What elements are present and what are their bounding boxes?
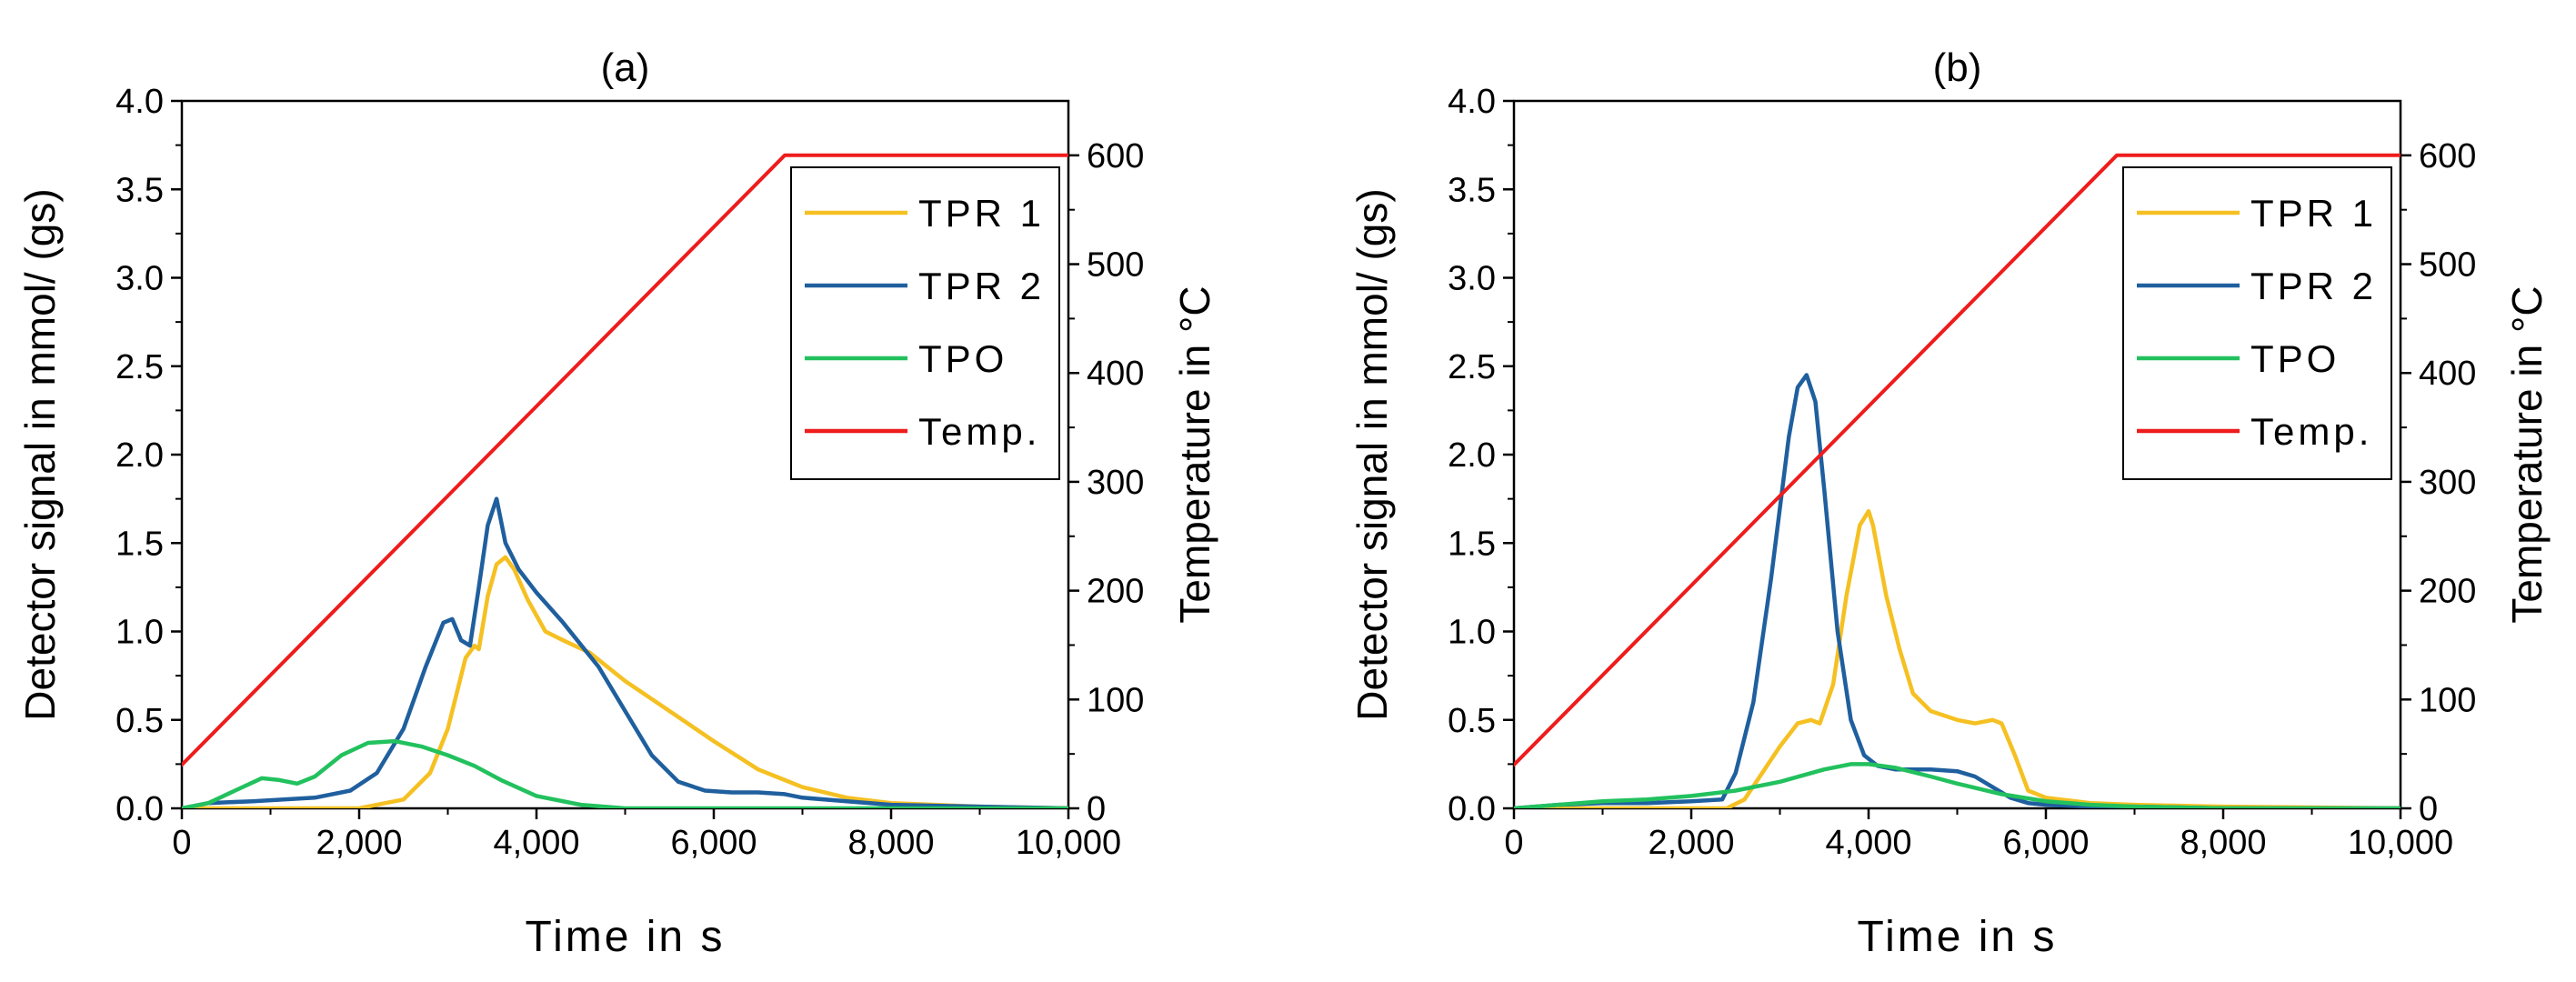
chart-panel-a: (a) 0 2,000 4,000 6,000 8,000 10,000 0.0 0.5 1.0 1… bbox=[16, 45, 1218, 961]
y-tick-label: 3.0 bbox=[115, 260, 164, 298]
x-tick-label: 8,000 bbox=[847, 824, 934, 862]
y-axis-label: Detector signal in mmol/ (gs) bbox=[16, 188, 64, 720]
legend: TPR 1 TPR 2 TPO Temp. bbox=[790, 166, 1060, 480]
y2-tick-label: 0 bbox=[2419, 790, 2438, 828]
x-tick-label: 0 bbox=[1504, 824, 1523, 862]
x-axis-label: Time in s bbox=[1858, 913, 2058, 961]
legend-box bbox=[2122, 166, 2392, 480]
y2-tick-label: 400 bbox=[2419, 355, 2476, 393]
y-tick-label: 1.5 bbox=[115, 525, 164, 563]
x-tick-label: 4,000 bbox=[493, 824, 579, 862]
y2-tick-label: 300 bbox=[2419, 464, 2476, 502]
y2-tick-label: 400 bbox=[1087, 355, 1144, 393]
series-line-tpr-2 bbox=[182, 496, 1068, 808]
y-tick-label: 0.5 bbox=[115, 702, 164, 740]
legend-label: Temp. bbox=[2250, 410, 2372, 453]
y-tick-label: 2.0 bbox=[1448, 436, 1496, 475]
y-tick-label: 2.5 bbox=[1448, 348, 1496, 386]
x-tick-label: 2,000 bbox=[316, 824, 402, 862]
series-line-tpo bbox=[182, 738, 1068, 808]
y-tick-label: 1.5 bbox=[1448, 525, 1496, 563]
legend-label: TPO bbox=[2250, 337, 2340, 380]
y2-tick-label: 600 bbox=[1087, 137, 1144, 175]
series-line-temp bbox=[1514, 153, 2401, 767]
y2-tick-label: 100 bbox=[1087, 681, 1144, 719]
x-tick-label: 6,000 bbox=[2002, 824, 2089, 862]
legend-box bbox=[790, 166, 1060, 480]
y2-axis-label: Temperature in °C bbox=[1171, 286, 1218, 623]
y-tick-label: 2.0 bbox=[115, 436, 164, 475]
x-tick-label: 10,000 bbox=[2348, 824, 2453, 862]
y-tick-label: 0.5 bbox=[1448, 702, 1496, 740]
legend-label: TPR 1 bbox=[2250, 192, 2377, 235]
x-axis-label: Time in s bbox=[526, 913, 726, 961]
x-tick-label: 2,000 bbox=[1648, 824, 1734, 862]
x-tick-label: 8,000 bbox=[2180, 824, 2266, 862]
chart-title: (a) bbox=[601, 45, 650, 90]
legend: TPR 1 TPR 2 TPO Temp. bbox=[2122, 166, 2392, 480]
series-line-tpr-1 bbox=[182, 555, 1068, 808]
y2-axis-label: Temperature in °C bbox=[2503, 286, 2551, 623]
y-tick-label: 1.0 bbox=[115, 614, 164, 652]
legend-label: TPO bbox=[918, 337, 1007, 380]
series-line-temp bbox=[182, 153, 1068, 767]
y-tick-label: 4.0 bbox=[1448, 83, 1496, 121]
chart-title: (b) bbox=[1933, 45, 1982, 90]
y-tick-label: 1.0 bbox=[1448, 614, 1496, 652]
chart-panel-b: (b) 0 2,000 4,000 6,000 8,000 10,000 0.0 0.5 1.0 1… bbox=[1348, 45, 2551, 961]
series-line-tpr-2 bbox=[1514, 373, 2401, 808]
y2-tick-label: 0 bbox=[1087, 790, 1106, 828]
x-tick-label: 6,000 bbox=[670, 824, 757, 862]
x-tick-label: 0 bbox=[172, 824, 191, 862]
y2-tick-label: 300 bbox=[1087, 464, 1144, 502]
legend-label: TPR 1 bbox=[918, 192, 1045, 235]
legend-label: Temp. bbox=[918, 410, 1040, 453]
y-tick-label: 0.0 bbox=[115, 790, 164, 828]
y2-tick-label: 600 bbox=[2419, 137, 2476, 175]
y-tick-label: 3.5 bbox=[115, 171, 164, 209]
y-tick-label: 4.0 bbox=[115, 83, 164, 121]
legend-label: TPR 2 bbox=[918, 265, 1045, 307]
y-tick-label: 3.0 bbox=[1448, 260, 1496, 298]
y-tick-label: 3.5 bbox=[1448, 171, 1496, 209]
y2-tick-label: 200 bbox=[2419, 573, 2476, 611]
y2-tick-label: 500 bbox=[2419, 246, 2476, 285]
y2-tick-label: 200 bbox=[1087, 573, 1144, 611]
y2-tick-label: 500 bbox=[1087, 246, 1144, 285]
series-line-tpo bbox=[1514, 762, 2401, 808]
series-line-tpr-1 bbox=[1514, 508, 2401, 808]
y2-tick-label: 100 bbox=[2419, 681, 2476, 719]
x-tick-label: 10,000 bbox=[1016, 824, 1121, 862]
y-tick-label: 2.5 bbox=[115, 348, 164, 386]
legend-label: TPR 2 bbox=[2250, 265, 2377, 307]
x-tick-label: 4,000 bbox=[1825, 824, 1911, 862]
y-tick-label: 0.0 bbox=[1448, 790, 1496, 828]
y-axis-label: Detector signal in mmol/ (gs) bbox=[1348, 188, 1396, 720]
